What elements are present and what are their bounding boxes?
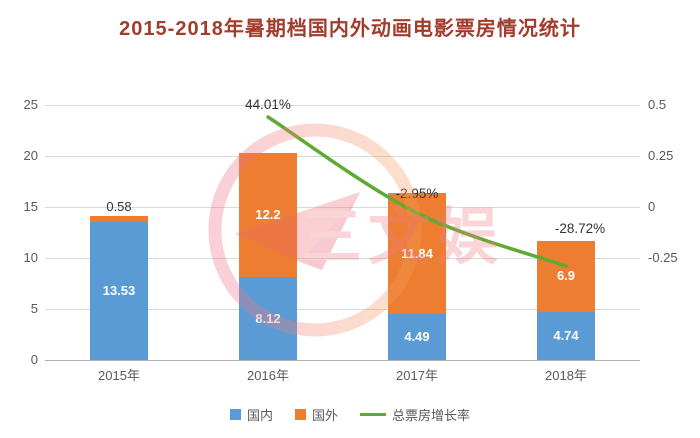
legend-label: 国外: [311, 408, 338, 423]
y-axis-tick-label: 5: [30, 301, 38, 316]
y-axis-tick-label: 15: [23, 199, 38, 214]
bar-segment-国外-2015年: [90, 216, 148, 222]
gridline: [45, 105, 640, 106]
legend-label: 国内: [246, 408, 273, 423]
category-label: 2018年: [545, 368, 587, 383]
legend: 国内 国外 总票房增长率: [0, 405, 700, 424]
category-label: 2016年: [247, 368, 289, 383]
legend-item-2: 国外: [294, 405, 338, 424]
category-label: 2015年: [98, 368, 140, 383]
gridline: [45, 156, 640, 157]
x-axis-line: [45, 360, 640, 361]
legend-item-3: 总票房增长率: [360, 405, 470, 424]
bar-value-label: 4.74: [553, 327, 579, 343]
growth-rate-label: -28.72%: [554, 220, 606, 236]
bar-value-label: 13.53: [102, 282, 136, 298]
legend-label: 总票房增长率: [392, 408, 471, 423]
bar-value-label: 6.9: [556, 268, 576, 284]
growth-rate-label: -2.95%: [395, 186, 439, 202]
legend-item-1: 国内: [229, 405, 273, 424]
y-axis-tick-label: 25: [23, 97, 38, 112]
bar-segment-国内-2018年: [537, 311, 595, 360]
category-label: 2017年: [396, 368, 438, 383]
y-axis-tick-label: 10: [23, 250, 38, 265]
y-axis-tick-label: 0: [30, 352, 38, 367]
bar-value-label: 11.84: [401, 245, 433, 261]
secondary-axis-tick-label: 0.5: [648, 97, 667, 112]
bar-segment-国内-2015年: [90, 221, 148, 360]
secondary-axis-tick-label: 0: [648, 199, 656, 214]
growth-rate-label: 44.01%: [245, 97, 291, 113]
bar-value-label: 8.12: [255, 310, 281, 326]
bar-value-label: 4.49: [404, 329, 430, 345]
chart-title: 2015-2018年暑期档国内外动画电影票房情况统计: [119, 18, 581, 40]
secondary-axis-tick-label: 0.25: [648, 148, 674, 163]
bar-value-label: 0.58: [106, 199, 132, 215]
y-axis-tick-label: 20: [23, 148, 38, 163]
legend-color-swatch: [294, 409, 306, 420]
bar-value-label: 12.2: [255, 206, 281, 222]
legend-line-swatch: [360, 413, 386, 416]
secondary-axis-tick-label: -0.25: [648, 250, 678, 265]
legend-color-swatch: [229, 409, 241, 420]
